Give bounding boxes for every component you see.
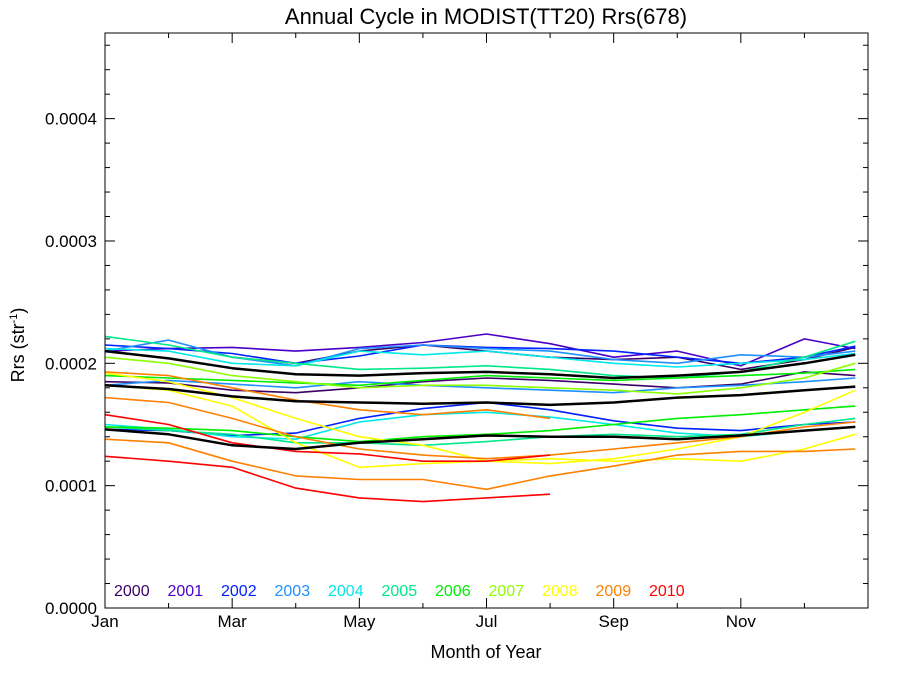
series-line-18 bbox=[104, 371, 551, 420]
axes-layer: Jan Mar May Jul Sep Nov 0.0000 0.0001 0.0002 0.00… bbox=[45, 32, 869, 631]
y-tick-label: 0.0000 bbox=[45, 599, 97, 618]
series-line-17 bbox=[104, 438, 856, 491]
x-axis-label: Month of Year bbox=[430, 642, 541, 662]
plot-frame bbox=[104, 32, 869, 609]
legend-entry-2001: 2001 bbox=[168, 583, 204, 600]
legend-entry-2002: 2002 bbox=[221, 583, 257, 600]
legend-entry-2009: 2009 bbox=[596, 583, 632, 600]
legend-entry-2003: 2003 bbox=[275, 583, 311, 600]
x-tick-label: May bbox=[343, 612, 376, 631]
series-line-2 bbox=[104, 333, 856, 367]
x-tick-label: Jul bbox=[476, 612, 498, 631]
chart-title: Annual Cycle in MODIST(TT20) Rrs(678) bbox=[285, 4, 687, 29]
series-layer bbox=[104, 333, 856, 503]
series-line-13 bbox=[104, 356, 856, 395]
series-line-22 bbox=[104, 384, 856, 407]
y-axis-label-main: Rrs (str bbox=[8, 323, 28, 382]
legend-entry-2005: 2005 bbox=[382, 583, 418, 600]
series-line-14 bbox=[104, 372, 856, 463]
series-line-10 bbox=[104, 417, 856, 447]
legend-entry-2006: 2006 bbox=[435, 583, 471, 600]
y-tick-label: 0.0002 bbox=[45, 354, 97, 373]
series-line-5 bbox=[104, 339, 856, 367]
legend-entry-2004: 2004 bbox=[328, 583, 364, 600]
series-line-11 bbox=[104, 368, 856, 387]
legend-entry-2010: 2010 bbox=[649, 583, 685, 600]
x-tick-label: Mar bbox=[218, 612, 248, 631]
series-line-19 bbox=[104, 413, 551, 463]
y-axis-label-close: ) bbox=[8, 308, 28, 314]
legend-entry-2000: 2000 bbox=[114, 583, 150, 600]
legend: 2000 2001 2002 2003 2004 2005 2006 2007 2008 2009… bbox=[114, 583, 685, 600]
series-line-15 bbox=[104, 384, 856, 469]
x-tick-label: Jan bbox=[91, 612, 118, 631]
y-tick-label: 0.0004 bbox=[45, 110, 97, 129]
x-tick-label: Sep bbox=[599, 612, 629, 631]
series-line-6 bbox=[104, 377, 856, 394]
y-axis-label-superscript: -1 bbox=[8, 314, 20, 324]
legend-entry-2007: 2007 bbox=[489, 583, 525, 600]
series-line-16 bbox=[104, 396, 856, 460]
y-tick-label: 0.0001 bbox=[45, 477, 97, 496]
series-line-7 bbox=[104, 347, 856, 368]
series-line-20 bbox=[104, 455, 551, 503]
y-axis-label: Rrs (str-1) bbox=[8, 308, 28, 383]
y-tick-label: 0.0003 bbox=[45, 232, 97, 251]
series-line-1 bbox=[104, 371, 856, 394]
legend-entry-2008: 2008 bbox=[542, 583, 578, 600]
x-tick-label: Nov bbox=[726, 612, 757, 631]
series-line-21 bbox=[104, 349, 856, 380]
series-line-23 bbox=[104, 425, 856, 451]
